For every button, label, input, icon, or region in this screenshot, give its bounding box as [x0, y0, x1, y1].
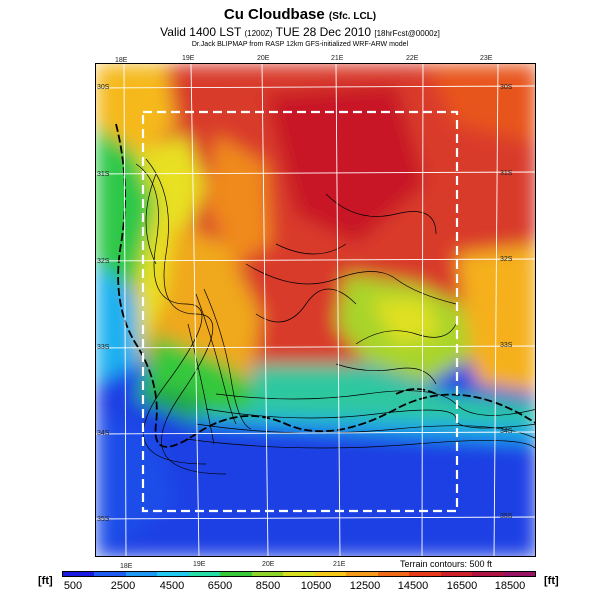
lon-label: 21E	[333, 561, 346, 568]
colorbar-label: 6500	[207, 580, 233, 592]
colorbar-label: 18500	[494, 580, 526, 592]
colorbar-segment	[440, 572, 473, 576]
lat-label: 30S	[500, 84, 513, 91]
colorbar-unit-left: [ft]	[38, 575, 53, 587]
model-subtitle: Dr.Jack BLIPMAP from RASP 12km GFS-initi…	[191, 41, 409, 48]
lat-label: 35S	[97, 516, 110, 523]
lon-label: 19E	[182, 55, 195, 62]
lat-label: 32S	[97, 258, 110, 265]
colorbar-segment	[157, 572, 189, 576]
cloudbase-map[interactable]	[95, 63, 536, 557]
colorbar-segment	[125, 572, 158, 576]
lat-label: 34S	[500, 428, 513, 435]
colorbar-segment	[503, 572, 536, 576]
inner-domain-box	[141, 110, 459, 513]
colorbar-segment	[314, 572, 347, 576]
lon-label: 20E	[262, 561, 275, 568]
lat-label: 30S	[97, 84, 110, 91]
colorbar-segment	[377, 572, 410, 576]
colorbar-segment	[472, 572, 504, 576]
colorbar-label: 12500	[349, 580, 381, 592]
map-canvas	[96, 64, 535, 556]
colorbar	[62, 571, 536, 577]
colorbar-label: 16500	[446, 580, 478, 592]
lat-label: 35S	[500, 513, 513, 520]
lon-label: 18E	[120, 563, 133, 570]
colorbar-segment	[251, 572, 284, 576]
lat-label: 31S	[97, 171, 110, 178]
lon-label: 21E	[331, 55, 344, 62]
lon-label: 23E	[480, 55, 493, 62]
lat-label: 33S	[97, 344, 110, 351]
lat-label: 34S	[97, 430, 110, 437]
colorbar-label: 10500	[300, 580, 332, 592]
colorbar-label: 500	[63, 580, 83, 592]
coast-lines	[115, 123, 535, 448]
colorbar-segment	[409, 572, 441, 576]
lon-label: 18E	[115, 57, 128, 64]
lon-label: 22E	[406, 55, 419, 62]
lon-label: 20E	[257, 55, 270, 62]
colorbar-segment	[283, 572, 315, 576]
valid-time: Valid 1400 LST (1200Z) TUE 28 Dec 2010 […	[160, 25, 440, 39]
colorbar-label: 4500	[159, 580, 185, 592]
lon-label: 19E	[193, 561, 206, 568]
colorbar-segment	[94, 572, 126, 576]
lat-label: 33S	[500, 342, 513, 349]
colorbar-label: 14500	[397, 580, 429, 592]
map-title: Cu Cloudbase (Sfc. LCL)	[223, 6, 377, 23]
lat-lon-grid	[96, 64, 535, 556]
colorbar-unit-right: [ft]	[544, 575, 559, 587]
colorbar-label: 2500	[110, 580, 136, 592]
colorbar-segment	[63, 572, 95, 576]
colorbar-label: 8500	[255, 580, 281, 592]
cloudbase-field	[96, 64, 535, 556]
terrain-contour-note: Terrain contours: 500 ft	[400, 559, 493, 569]
colorbar-segment	[220, 572, 252, 576]
lat-label: 32S	[500, 256, 513, 263]
terrain-contours	[135, 158, 535, 475]
colorbar-segment	[188, 572, 221, 576]
colorbar-segment	[346, 572, 378, 576]
lat-label: 31S	[500, 170, 513, 177]
